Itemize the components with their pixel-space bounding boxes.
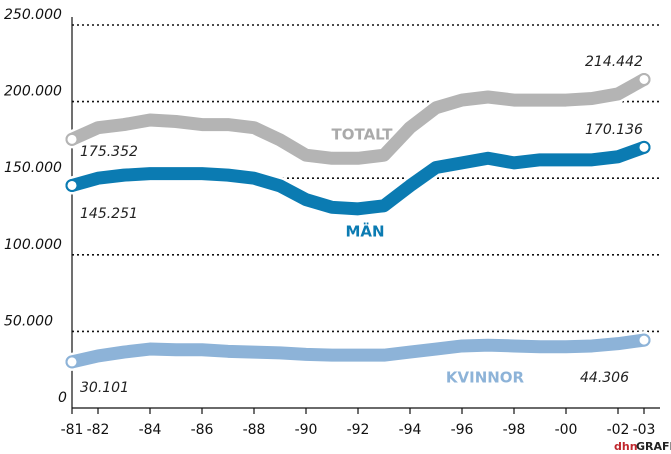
x-tick-label: -94 xyxy=(399,422,422,438)
end-point xyxy=(639,74,650,85)
series-label: MÄN xyxy=(345,222,384,241)
value-label: 30.101 xyxy=(80,380,129,396)
x-tick-label: -00 xyxy=(555,422,578,438)
chart: dhn GRAFIK 0 50.000 100.000 150.000 200.000 2… xyxy=(0,0,671,454)
x-tick-label: -86 xyxy=(191,422,214,438)
y-tick-label: 50.000 xyxy=(4,313,53,329)
line xyxy=(72,340,644,362)
series-label: TOTALT xyxy=(332,126,394,144)
credit-prefix: dhn xyxy=(614,440,638,453)
x-tick-label: -84 xyxy=(139,422,162,438)
value-label: 145.251 xyxy=(80,206,138,222)
x-tick-label: -88 xyxy=(243,422,266,438)
y-tick-label: 200.000 xyxy=(4,84,62,100)
value-label: 170.136 xyxy=(585,122,643,138)
end-point xyxy=(639,335,650,346)
value-label: 175.352 xyxy=(80,144,138,160)
credit: GRAFIK xyxy=(636,440,671,453)
x-tick-label: -02 xyxy=(607,422,630,438)
x-tick-label: -90 xyxy=(295,422,318,438)
y-tick-label: 250.000 xyxy=(4,7,62,23)
end-point xyxy=(639,142,650,153)
value-label: 44.306 xyxy=(580,370,629,386)
x-tick-label: -81 xyxy=(61,422,84,438)
x-tick-label: -98 xyxy=(503,422,526,438)
x-tick-label: -92 xyxy=(347,422,370,438)
end-point xyxy=(67,180,78,191)
x-tick-label: -03 xyxy=(633,422,656,438)
value-label: 214.442 xyxy=(585,54,643,70)
end-point xyxy=(67,134,78,145)
end-point xyxy=(67,356,78,367)
y-tick-label: 100.000 xyxy=(4,237,62,253)
x-tick-label: -96 xyxy=(451,422,474,438)
y-tick-label: 0 xyxy=(58,390,67,406)
y-tick-label: 150.000 xyxy=(4,160,62,176)
x-tick-label: -82 xyxy=(87,422,110,438)
series-label: KVINNOR xyxy=(446,369,525,387)
